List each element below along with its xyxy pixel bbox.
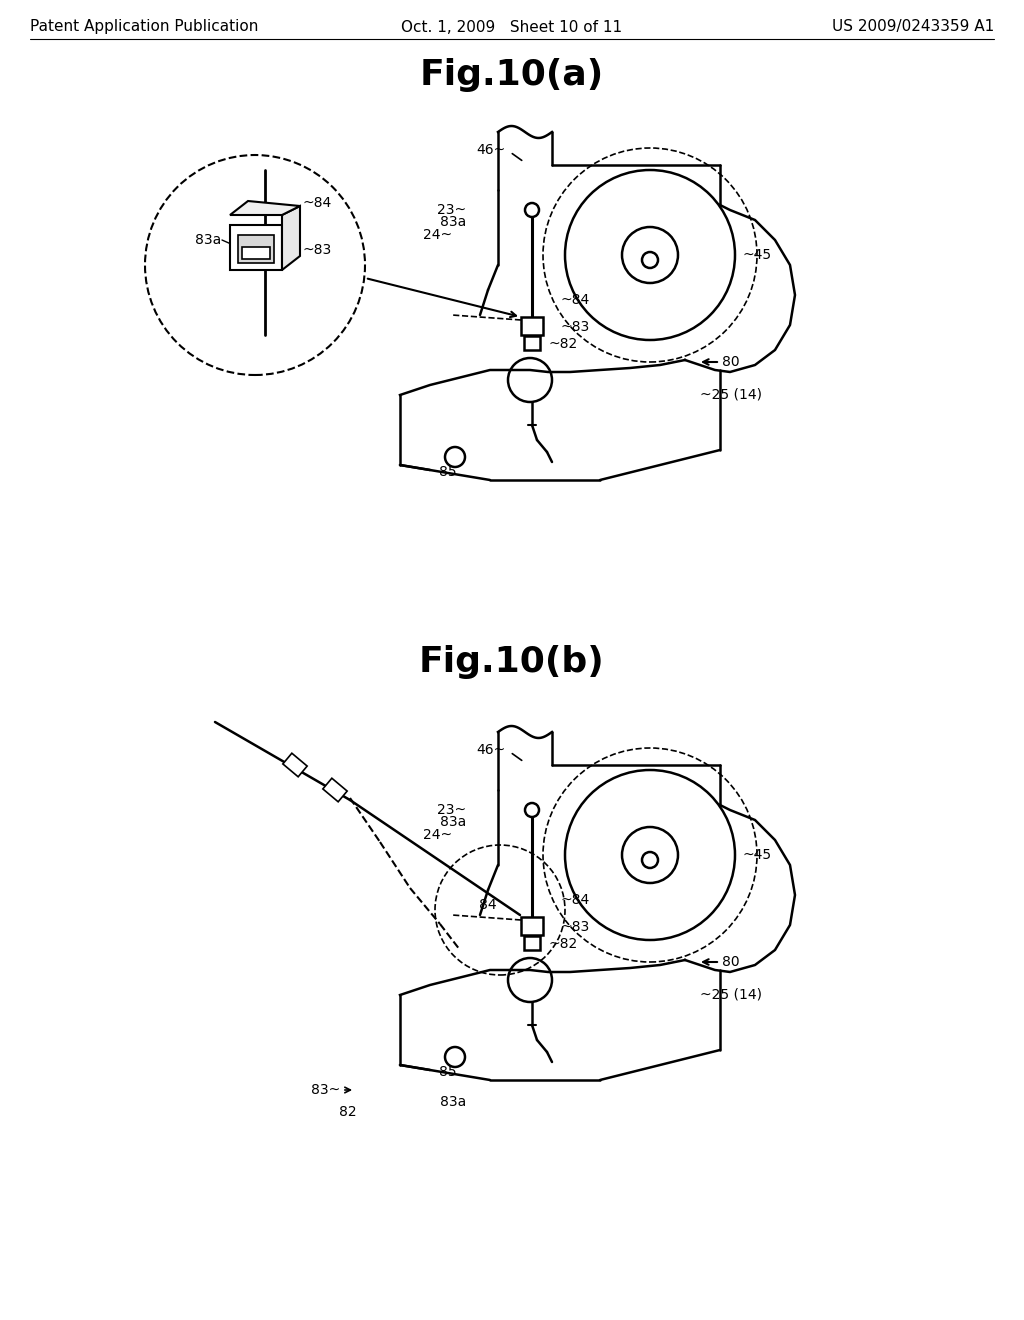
Text: 46~: 46~ (476, 143, 505, 157)
Text: 83~: 83~ (310, 1082, 340, 1097)
Text: ~45: ~45 (743, 248, 772, 261)
Text: 24~: 24~ (423, 228, 452, 242)
Text: US 2009/0243359 A1: US 2009/0243359 A1 (831, 20, 994, 34)
Text: ~84: ~84 (560, 894, 589, 907)
Bar (323, 779, 347, 801)
Text: 84: 84 (479, 898, 497, 912)
Text: ~82: ~82 (548, 937, 578, 950)
Bar (283, 754, 307, 776)
Text: 46~: 46~ (476, 743, 505, 756)
Text: 83a: 83a (195, 234, 221, 247)
Bar (230, 224, 282, 271)
Bar (524, 337, 540, 350)
Text: ~83: ~83 (560, 319, 589, 334)
Text: Patent Application Publication: Patent Application Publication (30, 20, 258, 34)
Text: ~84: ~84 (302, 195, 331, 210)
Text: 23~: 23~ (437, 803, 466, 817)
Text: ~25 (14): ~25 (14) (700, 987, 762, 1002)
Text: 80: 80 (722, 954, 739, 969)
Text: ~25 (14): ~25 (14) (700, 388, 762, 403)
Text: ~84: ~84 (560, 293, 589, 308)
Text: 80: 80 (722, 355, 739, 370)
Polygon shape (282, 206, 300, 271)
Bar (242, 247, 270, 259)
Text: 23~: 23~ (437, 203, 466, 216)
Text: 83a: 83a (439, 814, 466, 829)
Text: 24~: 24~ (423, 828, 452, 842)
Bar (521, 917, 543, 935)
Circle shape (525, 803, 539, 817)
Text: ~45: ~45 (743, 847, 772, 862)
Bar (524, 936, 540, 950)
Text: 82: 82 (339, 1105, 357, 1119)
Text: 83a: 83a (439, 215, 466, 228)
Text: Fig.10(b): Fig.10(b) (419, 645, 605, 678)
Text: ~82: ~82 (548, 337, 578, 351)
Text: ~83: ~83 (560, 920, 589, 935)
Polygon shape (230, 201, 300, 215)
Circle shape (525, 203, 539, 216)
Text: Fig.10(a): Fig.10(a) (420, 58, 604, 92)
Bar (238, 235, 274, 263)
Text: ~83: ~83 (302, 243, 331, 257)
Bar (521, 317, 543, 335)
Text: Oct. 1, 2009   Sheet 10 of 11: Oct. 1, 2009 Sheet 10 of 11 (401, 20, 623, 34)
Text: 85: 85 (439, 1065, 457, 1078)
Text: 85: 85 (439, 465, 457, 479)
Text: 83a: 83a (440, 1096, 466, 1109)
